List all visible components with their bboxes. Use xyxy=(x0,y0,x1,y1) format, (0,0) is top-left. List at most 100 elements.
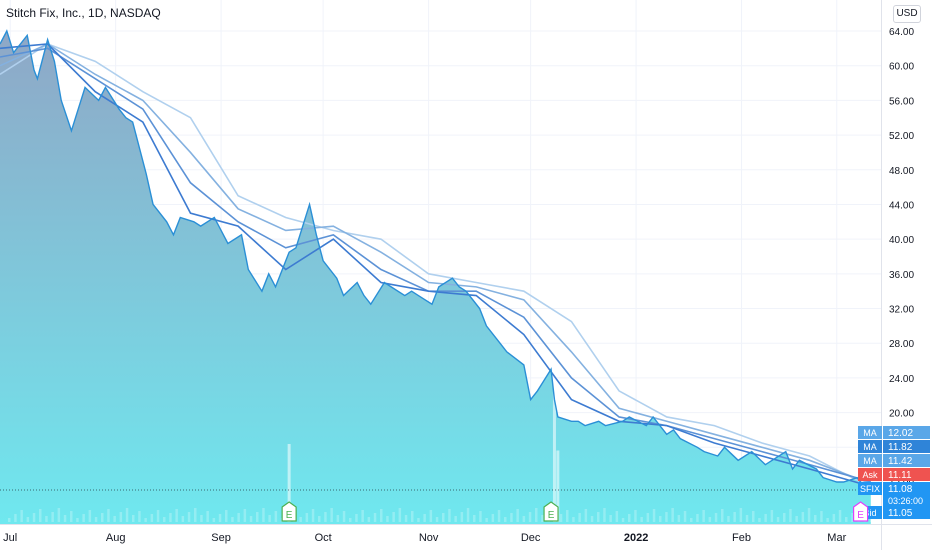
volume-bar xyxy=(63,515,67,522)
volume-bar xyxy=(163,517,166,522)
price-axis[interactable]: 64.00 60.00 56.00 52.00 48.00 44.00 40.00 36.00… xyxy=(889,27,914,489)
volume-bar xyxy=(20,510,23,522)
price-label-box xyxy=(883,506,930,519)
volume-bar xyxy=(101,513,104,522)
volume-bar xyxy=(318,516,321,522)
volume-bar xyxy=(745,515,749,522)
volume-bar xyxy=(181,516,185,522)
price-label-ma-a: MA 12.02 xyxy=(858,426,930,439)
volume-bar xyxy=(417,518,420,522)
y-tick-label: 44.00 xyxy=(889,200,914,211)
volume-bar xyxy=(677,515,681,522)
chart-title: Stitch Fix, Inc., 1D, NASDAQ xyxy=(6,6,161,20)
volume-bar xyxy=(497,510,501,522)
price-label-value: 11.05 xyxy=(888,508,913,519)
earnings-icon xyxy=(543,501,559,522)
y-tick-label: 20.00 xyxy=(889,409,914,420)
volume-bar xyxy=(32,513,36,522)
earnings-marker[interactable]: E xyxy=(281,501,297,522)
volume-bar xyxy=(107,509,110,522)
volume-bar xyxy=(621,518,625,522)
volume-bar xyxy=(845,517,848,522)
volume-bar xyxy=(714,513,718,522)
price-label-ma-b: MA 11.82 xyxy=(858,440,930,453)
volume-bar xyxy=(361,510,364,522)
volume-bar xyxy=(510,513,513,522)
price-label-name: Bid xyxy=(863,508,876,518)
moving-average-line-ma3 xyxy=(0,43,872,485)
volume-bar xyxy=(88,510,92,522)
volume-bar xyxy=(795,516,798,522)
volume-bar xyxy=(299,517,302,522)
countdown-label: 03:26:00 xyxy=(888,496,923,506)
volume-bar xyxy=(733,512,736,522)
moving-average-line-ma4 xyxy=(0,43,872,488)
x-tick-label: Oct xyxy=(315,532,332,544)
price-label-bid: Bid 11.05 xyxy=(858,506,930,519)
volume-bar xyxy=(423,514,426,522)
volume-bar xyxy=(615,511,619,522)
price-label-ask: Ask 11.11 xyxy=(858,468,930,481)
price-label-value: 12.02 xyxy=(888,428,913,439)
volume-bar xyxy=(652,509,656,522)
volume-bar xyxy=(392,512,395,522)
y-tick-label: 48.00 xyxy=(889,166,914,177)
volume-bar xyxy=(231,517,234,522)
volume-bar xyxy=(491,514,495,522)
volume-bar xyxy=(330,508,333,522)
price-line xyxy=(0,29,872,491)
volume-bar xyxy=(603,508,606,522)
currency-button[interactable]: USD xyxy=(893,5,921,23)
volume-bar xyxy=(683,511,687,522)
volume-bar xyxy=(156,510,160,522)
volume-bar xyxy=(727,516,730,522)
volume-bar xyxy=(8,518,11,522)
x-tick-label: Aug xyxy=(106,532,126,544)
price-label-value: 11.08 xyxy=(888,484,913,495)
earnings-label: E xyxy=(548,510,555,521)
y-tick-label: 32.00 xyxy=(889,305,914,316)
volume-bar xyxy=(429,510,433,522)
volume-bar xyxy=(113,516,116,522)
volume-bar xyxy=(175,509,178,522)
volume-bar xyxy=(448,509,451,522)
volume-bar xyxy=(132,515,135,522)
price-label-ma-c: MA 11.42 xyxy=(858,454,930,467)
volume-bar xyxy=(45,516,48,522)
volume-bar xyxy=(311,509,315,522)
volume-bar xyxy=(380,509,383,522)
x-tick-label: Feb xyxy=(732,532,751,544)
volume-bar xyxy=(274,511,278,522)
volume-bar xyxy=(94,517,98,522)
upcoming-earnings-marker[interactable]: E xyxy=(852,501,869,522)
volume-bar xyxy=(218,514,222,522)
volume-bar xyxy=(814,515,817,522)
price-label-name: MA xyxy=(863,442,877,452)
plot-area xyxy=(0,29,881,524)
earnings-marker[interactable]: E xyxy=(543,501,559,522)
volume-bar xyxy=(646,513,650,522)
volume-bar xyxy=(826,518,829,522)
volume-bar xyxy=(535,508,538,522)
volume-bar xyxy=(578,513,581,522)
volume-bar xyxy=(51,512,54,522)
volume-bar xyxy=(442,513,445,522)
volume-bar xyxy=(435,517,439,522)
x-tick-label: Dec xyxy=(521,532,541,544)
volume-bar xyxy=(516,509,519,522)
volume-bar xyxy=(373,513,377,522)
volume-bar xyxy=(572,517,575,522)
volume-bar xyxy=(82,514,85,522)
volume-bar xyxy=(832,514,836,522)
volume-bar xyxy=(119,512,123,522)
time-axis[interactable]: Jul Aug Sep Oct Nov Dec 2022 Feb Mar xyxy=(3,532,846,544)
volume-bar xyxy=(479,511,482,522)
volume-bar xyxy=(454,516,457,522)
price-label-name: SFIX xyxy=(860,484,880,494)
price-label-box xyxy=(883,454,930,467)
price-label-value: 11.82 xyxy=(888,442,913,453)
volume-bar xyxy=(590,516,594,522)
price-label-name: MA xyxy=(863,456,877,466)
